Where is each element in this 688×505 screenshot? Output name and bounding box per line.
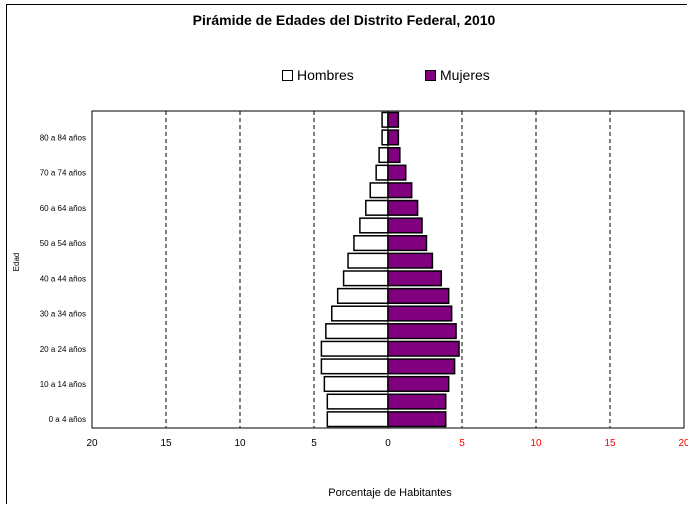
chart-frame [6, 4, 687, 504]
bar-hombres [325, 323, 389, 340]
bar-mujeres [387, 164, 407, 181]
legend-item-mujeres: Mujeres [425, 67, 490, 83]
bar-hombres [359, 217, 389, 234]
bar-mujeres [387, 323, 457, 340]
bar-hombres [353, 235, 389, 252]
bar-hombres [320, 340, 389, 357]
bar-mujeres [387, 129, 400, 146]
y-tick-label: 70 a 74 años [40, 169, 86, 178]
bar-hombres [347, 252, 389, 269]
bar-hombres [381, 129, 389, 146]
legend-label-hombres: Hombres [297, 67, 354, 83]
x-tick-label: 20 [86, 438, 98, 449]
bar-mujeres [387, 340, 460, 357]
y-tick-label: 20 a 24 años [40, 345, 86, 354]
bar-mujeres [387, 146, 401, 164]
bar-mujeres [387, 199, 419, 216]
bar-mujeres [387, 358, 456, 375]
bar-mujeres [387, 182, 413, 199]
legend-swatch-hombres [282, 69, 293, 81]
bar-hombres [336, 287, 389, 304]
chart-title: Pirámide de Edades del Distrito Federal,… [192, 12, 496, 28]
x-tick-label: 5 [459, 438, 465, 449]
x-tick-label: 10 [530, 438, 542, 449]
bar-mujeres [387, 375, 450, 393]
bar-hombres [331, 305, 389, 322]
x-tick-label: 15 [160, 438, 172, 449]
bar-hombres [378, 146, 389, 164]
x-axis-title: Porcentaje de Habitantes [328, 487, 452, 499]
y-tick-label: 80 a 84 años [40, 133, 86, 142]
bar-mujeres [387, 393, 447, 410]
x-tick-label: 20 [678, 438, 688, 449]
bar-hombres [375, 164, 389, 181]
bar-mujeres [387, 111, 400, 128]
bar-hombres [323, 375, 389, 393]
y-tick-label: 50 a 54 años [40, 239, 86, 248]
y-tick-label: 60 a 64 años [40, 204, 86, 213]
bar-hombres [342, 270, 389, 287]
y-tick-label: 10 a 14 años [40, 380, 86, 389]
bar-hombres [365, 199, 389, 216]
legend-swatch-mujeres [425, 69, 436, 81]
y-tick-label: 0 a 4 años [49, 415, 86, 424]
bar-mujeres [387, 287, 450, 304]
bar-hombres [326, 411, 389, 428]
bar-hombres [381, 111, 389, 128]
bar-mujeres [387, 305, 453, 322]
x-tick-label: 5 [311, 438, 317, 449]
bar-mujeres [387, 411, 447, 428]
bar-mujeres [387, 270, 443, 287]
x-tick-label: 10 [234, 438, 246, 449]
x-tick-label: 15 [604, 438, 616, 449]
bar-hombres [369, 182, 389, 199]
bar-hombres [320, 358, 389, 375]
bar-mujeres [387, 252, 434, 269]
bar-hombres [326, 393, 389, 410]
y-axis-title: Edad [12, 253, 21, 272]
bar-mujeres [387, 217, 423, 234]
y-tick-label: 40 a 44 años [40, 274, 86, 283]
legend-item-hombres: Hombres [282, 67, 354, 83]
x-tick-label: 0 [385, 438, 391, 449]
y-tick-label: 30 a 34 años [40, 310, 86, 319]
bar-mujeres [387, 235, 428, 252]
legend-label-mujeres: Mujeres [440, 67, 490, 83]
